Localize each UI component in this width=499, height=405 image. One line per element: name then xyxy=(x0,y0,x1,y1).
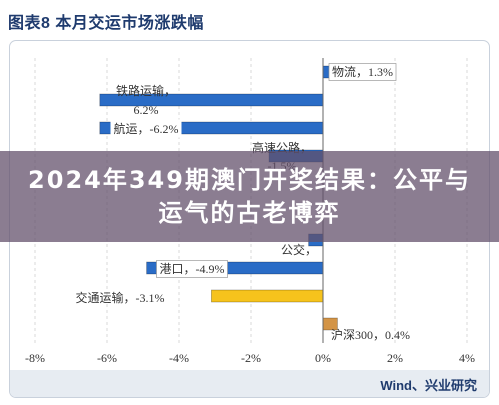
x-tick-label-4: 0% xyxy=(315,351,331,365)
data-labels: 物流，1.3%铁路运输，6.2%航运，-6.2%高速公路，-1.5%公交，港口，… xyxy=(76,63,410,342)
x-tick-label-2: -4% xyxy=(169,351,189,365)
data-label-csi300: 沪深300，0.4% xyxy=(331,328,410,342)
data-label-shipping: 航运，-6.2% xyxy=(110,119,182,138)
data-label-box-port xyxy=(156,260,228,278)
data-label-box-logistics xyxy=(328,63,397,81)
data-label-bus: 公交， xyxy=(281,242,317,257)
x-tick-label-5: 2% xyxy=(387,351,403,365)
data-label-railway: 铁路运输， 6.2% xyxy=(116,83,176,117)
source-footer: Wind、兴业研究 xyxy=(10,370,489,397)
data-label-box-shipping xyxy=(110,119,182,138)
data-label-bus: 公交， xyxy=(281,242,317,257)
data-label-port: 港口，-4.9% xyxy=(156,260,228,278)
chart-title: 图表8 本月交运市场涨跌幅 xyxy=(8,15,204,32)
data-label-railway-line-2: 6.2% xyxy=(134,103,159,117)
source-logo-text: Wind、兴业研究 xyxy=(380,378,477,393)
data-label-logistics: 物流，1.3% xyxy=(328,63,397,81)
data-label-transport: 交通运输，-3.1% xyxy=(76,290,165,305)
bar-transport xyxy=(211,289,324,303)
data-label-port: 港口，-4.9% xyxy=(160,262,225,276)
x-tick-label-0: -8% xyxy=(25,351,45,365)
data-label-railway-line-1: 铁路运输， xyxy=(116,83,176,98)
x-tick-label-1: -6% xyxy=(97,351,117,365)
x-tick-label-3: -2% xyxy=(241,351,261,365)
data-label-transport: 交通运输，-3.1% xyxy=(76,290,165,305)
data-label-csi300: 沪深300，0.4% xyxy=(331,328,410,342)
data-label-shipping: 航运，-6.2% xyxy=(114,121,179,136)
overlay-banner: 2024年349期澳门开奖结果：公平与运气的古老博弈 xyxy=(0,151,499,242)
data-label-logistics: 物流，1.3% xyxy=(332,65,393,79)
x-tick-label-6: 4% xyxy=(459,351,475,365)
x-axis-ticks: -8% -6% -4% -2% 0% 2% 4% xyxy=(25,351,475,365)
banner-headline: 2024年349期澳门开奖结果：公平与运气的古老博弈 xyxy=(28,165,471,227)
